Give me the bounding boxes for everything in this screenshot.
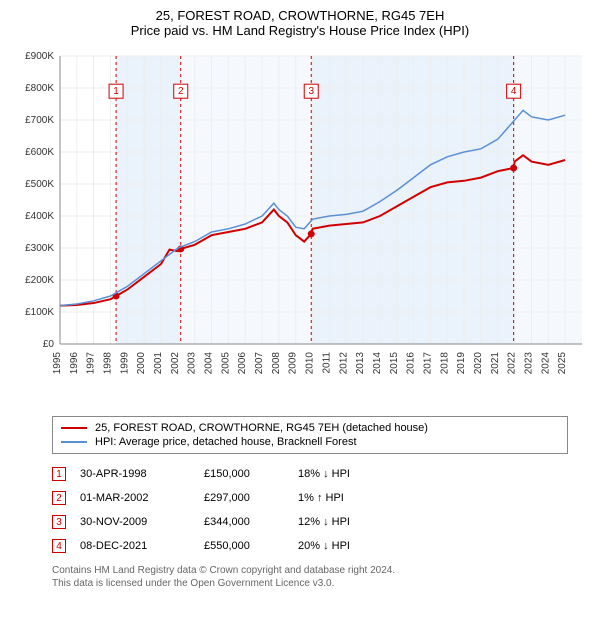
svg-text:1995: 1995 <box>52 352 63 375</box>
svg-text:1999: 1999 <box>119 352 130 375</box>
svg-text:£200K: £200K <box>25 275 54 286</box>
footer-line: This data is licensed under the Open Gov… <box>52 577 568 590</box>
svg-text:£600K: £600K <box>25 147 54 158</box>
event-price: £150,000 <box>204 468 284 480</box>
svg-text:2023: 2023 <box>523 352 534 375</box>
svg-text:2015: 2015 <box>389 352 400 375</box>
legend-label: HPI: Average price, detached house, Brac… <box>95 436 357 448</box>
chart-area: £0 £100K £200K £300K £400K £500K £600K £700K £80… <box>12 46 588 406</box>
svg-text:2016: 2016 <box>406 352 417 375</box>
svg-text:£500K: £500K <box>25 179 54 190</box>
event-number-badge: 4 <box>52 539 66 553</box>
event-row: 3 30-NOV-2009 £344,000 12% ↓ HPI <box>52 510 568 534</box>
event-pct: 20% ↓ HPI <box>298 540 378 552</box>
event-number-badge: 1 <box>52 467 66 481</box>
svg-text:£700K: £700K <box>25 115 54 126</box>
svg-text:2005: 2005 <box>220 352 231 375</box>
event-date: 08-DEC-2021 <box>80 540 190 552</box>
svg-text:£100K: £100K <box>25 307 54 318</box>
svg-text:1997: 1997 <box>86 352 97 375</box>
svg-text:2020: 2020 <box>473 352 484 375</box>
legend-swatch <box>61 427 87 429</box>
svg-text:2010: 2010 <box>305 352 316 375</box>
svg-text:£900K: £900K <box>25 51 54 62</box>
footer-attribution: Contains HM Land Registry data © Crown c… <box>52 564 568 590</box>
svg-text:1996: 1996 <box>69 352 80 375</box>
legend-label: 25, FOREST ROAD, CROWTHORNE, RG45 7EH (d… <box>95 422 428 434</box>
event-date: 30-APR-1998 <box>80 468 190 480</box>
svg-text:2007: 2007 <box>254 352 265 375</box>
chart-title: 25, FOREST ROAD, CROWTHORNE, RG45 7EH <box>12 8 588 23</box>
svg-text:£800K: £800K <box>25 83 54 94</box>
svg-text:2000: 2000 <box>136 352 147 375</box>
price-chart: £0 £100K £200K £300K £400K £500K £600K £700K £80… <box>12 46 588 406</box>
event-price: £550,000 <box>204 540 284 552</box>
svg-text:2018: 2018 <box>439 352 450 375</box>
legend-item: HPI: Average price, detached house, Brac… <box>61 435 559 449</box>
svg-text:£300K: £300K <box>25 243 54 254</box>
svg-text:2: 2 <box>178 86 184 97</box>
svg-text:4: 4 <box>511 86 517 97</box>
svg-text:1: 1 <box>113 86 119 97</box>
svg-text:2019: 2019 <box>456 352 467 375</box>
event-price: £297,000 <box>204 492 284 504</box>
svg-text:2022: 2022 <box>507 352 518 375</box>
svg-text:2024: 2024 <box>540 352 551 375</box>
svg-text:2002: 2002 <box>170 352 181 375</box>
legend-item: 25, FOREST ROAD, CROWTHORNE, RG45 7EH (d… <box>61 421 559 435</box>
event-date: 01-MAR-2002 <box>80 492 190 504</box>
svg-text:2011: 2011 <box>321 352 332 374</box>
svg-text:2003: 2003 <box>187 352 198 375</box>
event-pct: 1% ↑ HPI <box>298 492 378 504</box>
svg-text:2001: 2001 <box>153 352 164 375</box>
svg-text:£400K: £400K <box>25 211 54 222</box>
chart-subtitle: Price paid vs. HM Land Registry's House … <box>12 23 588 38</box>
event-number-badge: 2 <box>52 491 66 505</box>
svg-text:1998: 1998 <box>103 352 114 375</box>
svg-text:£0: £0 <box>43 339 55 350</box>
svg-text:2009: 2009 <box>288 352 299 375</box>
event-row: 4 08-DEC-2021 £550,000 20% ↓ HPI <box>52 534 568 558</box>
event-row: 1 30-APR-1998 £150,000 18% ↓ HPI <box>52 462 568 486</box>
svg-text:2014: 2014 <box>372 352 383 375</box>
event-pct: 18% ↓ HPI <box>298 468 378 480</box>
legend: 25, FOREST ROAD, CROWTHORNE, RG45 7EH (d… <box>52 416 568 454</box>
svg-text:2004: 2004 <box>204 352 215 375</box>
event-row: 2 01-MAR-2002 £297,000 1% ↑ HPI <box>52 486 568 510</box>
svg-text:2013: 2013 <box>355 352 366 375</box>
event-price: £344,000 <box>204 516 284 528</box>
svg-text:2006: 2006 <box>237 352 248 375</box>
event-pct: 12% ↓ HPI <box>298 516 378 528</box>
events-table: 1 30-APR-1998 £150,000 18% ↓ HPI 2 01-MAR-200… <box>52 462 568 558</box>
event-number-badge: 3 <box>52 515 66 529</box>
svg-text:2025: 2025 <box>557 352 568 375</box>
svg-text:3: 3 <box>308 86 314 97</box>
svg-text:2012: 2012 <box>338 352 349 375</box>
legend-swatch <box>61 441 87 443</box>
svg-text:2008: 2008 <box>271 352 282 375</box>
event-date: 30-NOV-2009 <box>80 516 190 528</box>
svg-text:2017: 2017 <box>422 352 433 375</box>
svg-text:2021: 2021 <box>490 352 501 375</box>
footer-line: Contains HM Land Registry data © Crown c… <box>52 564 568 577</box>
